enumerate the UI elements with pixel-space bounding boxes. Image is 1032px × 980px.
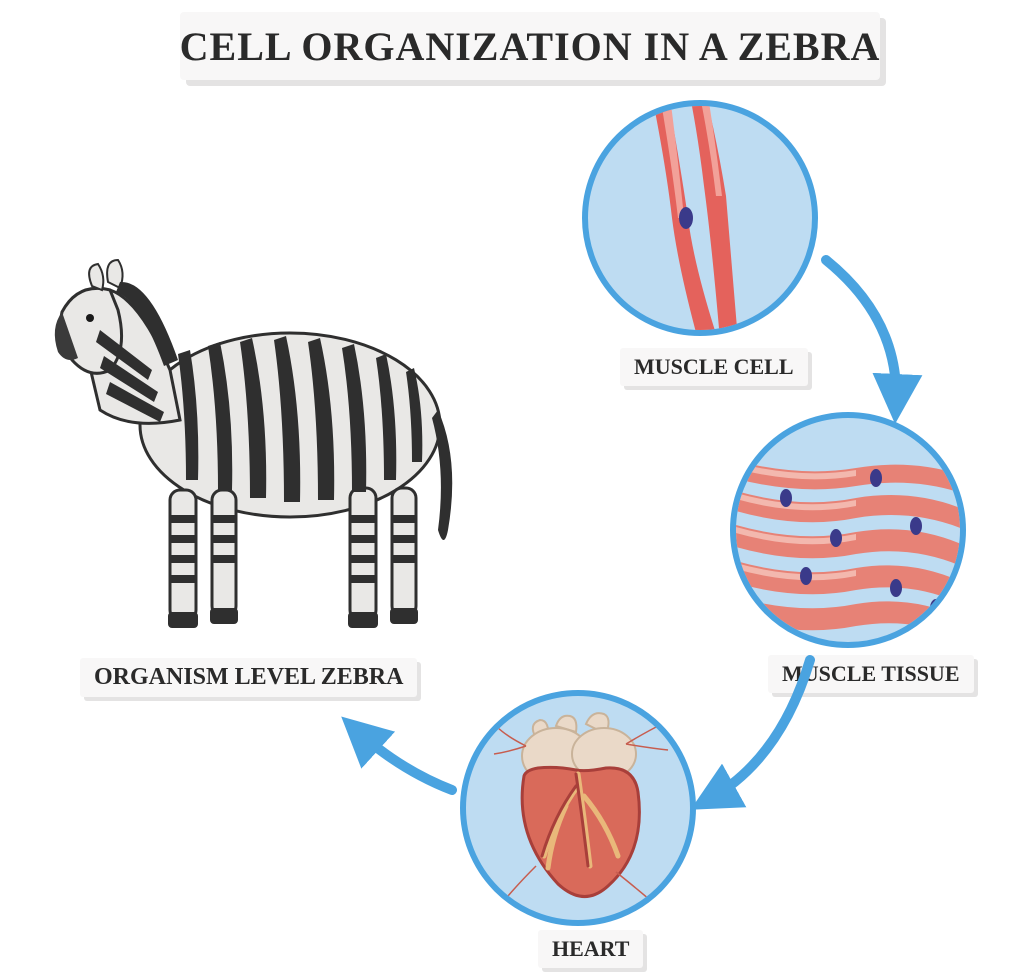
arrow-heart-to-zebra bbox=[0, 0, 1032, 980]
